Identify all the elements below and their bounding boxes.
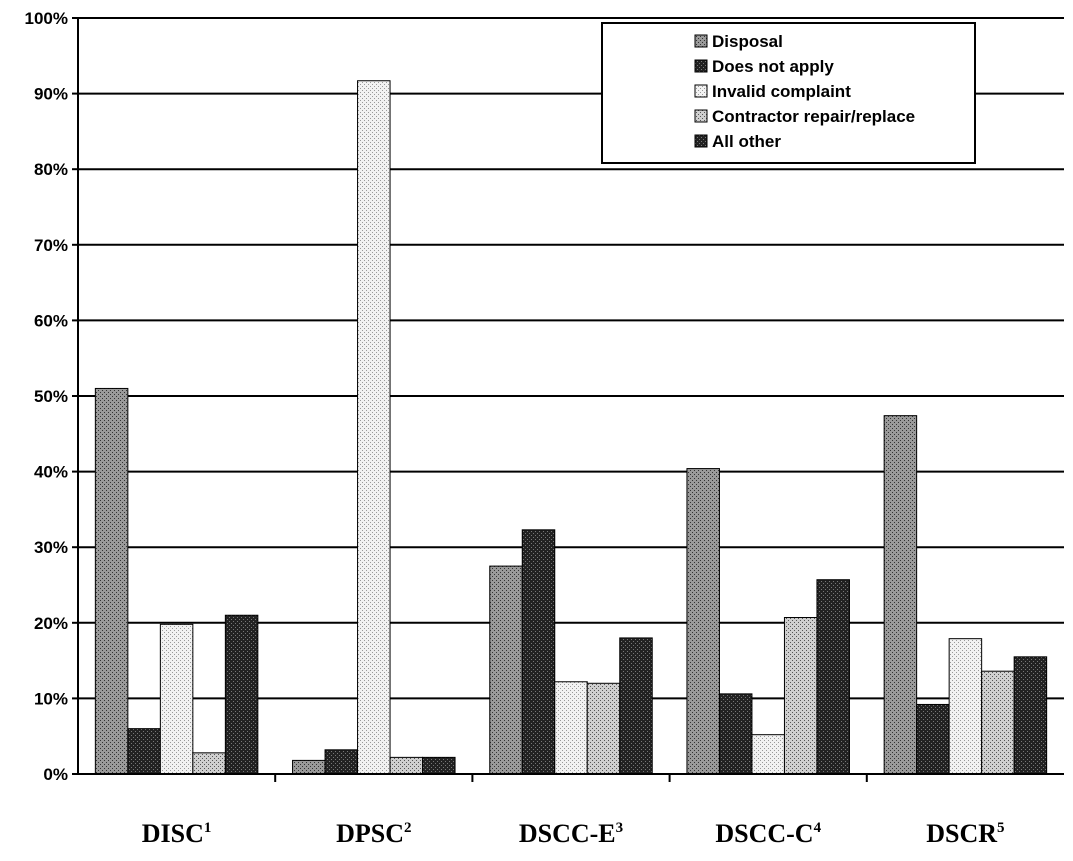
bar-all-other-disc (224, 614, 259, 775)
bar-disposal-dpsc (292, 759, 326, 775)
bar-does-not-apply-dpsc (324, 749, 359, 775)
legend-label: Disposal (712, 32, 783, 51)
bar-disposal-dscc-e (489, 565, 523, 775)
bar-all-other-dscc-c (816, 579, 850, 775)
y-axis-ticks: 0% 10% 20% 30% 40% 50% 60% 70% 80% 90% 100% (25, 9, 78, 784)
bars (94, 80, 1048, 775)
bar-does-not-apply-disc (127, 728, 161, 775)
y-tick-label: 60% (34, 311, 68, 330)
legend: Disposal Does not apply Invalid complaint C… (601, 22, 976, 164)
x-category-label: DSCC-E3 (519, 819, 623, 848)
x-category-label: DSCR5 (926, 819, 1004, 848)
bar-invalid-complaint-dpsc (357, 80, 391, 775)
y-tick-label: 20% (34, 614, 68, 633)
bar-disposal-dscr (883, 415, 918, 775)
bar-disposal-dscc-c (686, 468, 720, 775)
legend-box (601, 22, 976, 164)
y-tick-label: 30% (34, 538, 68, 557)
bar-does-not-apply-dscc-c (718, 693, 753, 775)
y-tick-label: 90% (34, 85, 68, 104)
y-tick-label: 70% (34, 236, 68, 255)
bar-does-not-apply-dscr (916, 703, 950, 775)
bar-contractor-repair-replace-disc (192, 752, 226, 775)
axes (77, 18, 1064, 782)
bar-invalid-complaint-dscr (948, 638, 983, 775)
legend-swatch (694, 134, 708, 148)
bar-disposal-disc (94, 387, 129, 775)
bar-invalid-complaint-disc (159, 623, 194, 775)
legend-swatch (694, 59, 708, 73)
bar-all-other-dscc-e (619, 637, 653, 775)
y-tick-label: 0% (43, 765, 68, 784)
legend-label: All other (712, 132, 781, 151)
bar-contractor-repair-replace-dscc-e (586, 682, 621, 775)
bar-all-other-dpsc (422, 756, 456, 775)
bar-invalid-complaint-dscc-c (751, 734, 785, 775)
x-category-label: DISC1 (142, 819, 212, 848)
legend-label: Does not apply (712, 57, 834, 76)
bar-all-other-dscr (1013, 656, 1048, 775)
y-tick-label: 10% (34, 689, 68, 708)
x-category-label: DPSC2 (336, 819, 411, 848)
x-axis-labels: DISC1 DPSC2 DSCC-E3 DSCC-C4 DSCR5 (142, 819, 1005, 848)
bar-contractor-repair-replace-dpsc (389, 756, 424, 775)
y-tick-label: 100% (25, 9, 68, 28)
legend-swatch (694, 34, 708, 48)
bar-invalid-complaint-dscc-e (554, 681, 588, 775)
y-tick-label: 50% (34, 387, 68, 406)
y-tick-label: 40% (34, 463, 68, 482)
y-tick-label: 80% (34, 160, 68, 179)
bar-does-not-apply-dscc-e (521, 529, 556, 775)
legend-swatch (694, 109, 708, 123)
bar-contractor-repair-replace-dscc-c (783, 617, 818, 775)
x-category-label: DSCC-C4 (715, 819, 821, 848)
legend-label: Invalid complaint (712, 82, 851, 101)
legend-swatch (694, 84, 708, 98)
legend-label: Contractor repair/replace (712, 107, 915, 126)
bar-contractor-repair-replace-dscr (981, 670, 1015, 775)
